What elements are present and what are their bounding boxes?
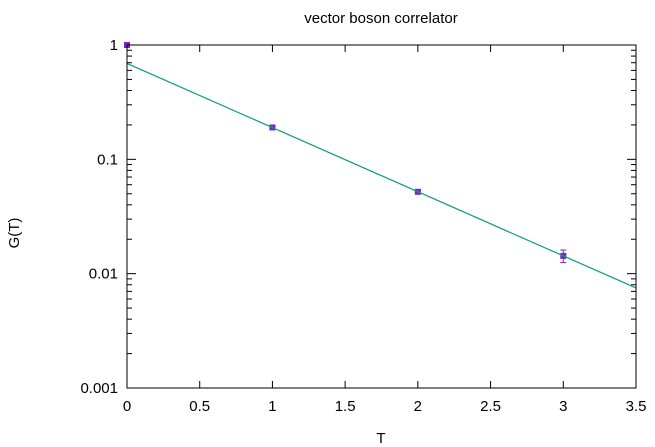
y-tick-label: 1 bbox=[110, 37, 118, 54]
plot-frame bbox=[126, 44, 637, 389]
axes: 0 0.5 1 1.5 2 2.5 3 3.5 1 0.1 0.01 0.001 bbox=[80, 37, 646, 415]
chart-title: vector boson correlator bbox=[304, 10, 457, 27]
y-axis-label: G(T) bbox=[6, 218, 23, 249]
x-tick-label: 3.5 bbox=[626, 398, 647, 415]
x-tick-label: 0 bbox=[123, 398, 131, 415]
fit-line bbox=[127, 62, 636, 289]
x-tick-label: 3 bbox=[559, 398, 567, 415]
plot-area bbox=[124, 42, 636, 289]
x-tick-label: 2.5 bbox=[480, 398, 501, 415]
x-tick-label: 1.5 bbox=[335, 398, 356, 415]
x-tick-label: 1 bbox=[268, 398, 276, 415]
x-tick-label: 0.5 bbox=[189, 398, 210, 415]
y-tick-label: 0.1 bbox=[97, 151, 118, 168]
x-tick-label: 2 bbox=[414, 398, 422, 415]
y-tick-label: 0.01 bbox=[89, 266, 118, 283]
x-axis-label: T bbox=[376, 430, 385, 447]
y-tick-label: 0.001 bbox=[80, 380, 118, 397]
